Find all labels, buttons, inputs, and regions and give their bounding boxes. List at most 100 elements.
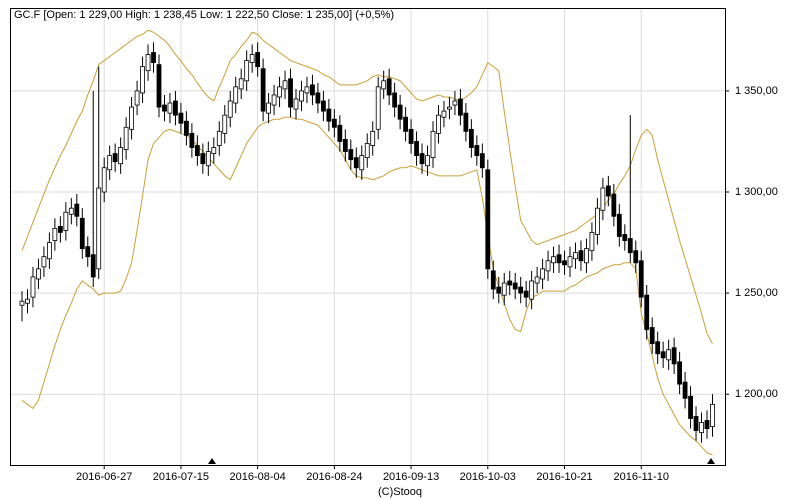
candle-body xyxy=(463,112,469,132)
candle-body xyxy=(573,252,578,260)
candle-body xyxy=(331,118,337,128)
candle-body xyxy=(337,124,343,142)
candle-body xyxy=(156,64,162,108)
candle-body xyxy=(260,68,266,112)
candle-body xyxy=(408,128,414,144)
candle-body xyxy=(375,86,381,130)
candle-body xyxy=(370,130,376,146)
candle-body xyxy=(299,90,304,102)
candle-body xyxy=(649,327,655,345)
candle-body xyxy=(359,155,365,171)
candle-body xyxy=(222,114,228,134)
candle-body xyxy=(381,80,387,90)
candle-body xyxy=(227,100,233,118)
candle-body xyxy=(211,147,217,154)
candle-body xyxy=(238,78,244,90)
y-tick-label: 1 350,00 xyxy=(735,85,778,97)
candle-body xyxy=(693,416,699,432)
candle-body xyxy=(364,143,370,159)
candle-body xyxy=(589,232,595,252)
candle-body xyxy=(490,270,496,290)
candle-body xyxy=(584,248,589,264)
footer: (C)Stooq xyxy=(378,486,422,498)
candle-body xyxy=(151,52,156,63)
candle-body xyxy=(255,52,261,68)
candle-body xyxy=(310,84,315,96)
candle-body xyxy=(112,153,118,163)
candle-body xyxy=(41,256,47,268)
candle-body xyxy=(96,187,102,270)
candle-body xyxy=(605,185,611,197)
candle-body xyxy=(167,102,173,114)
candle-body xyxy=(430,130,436,159)
plot-frame xyxy=(10,8,726,466)
candle-body xyxy=(616,213,622,237)
candle-body xyxy=(145,54,151,72)
candle-body xyxy=(353,157,359,169)
candle-body xyxy=(183,120,189,136)
candle-body xyxy=(682,381,688,399)
candle-body xyxy=(173,100,178,116)
x-tick-label: 2016-09-13 xyxy=(383,471,439,483)
candle-body xyxy=(507,280,513,286)
candle-body xyxy=(282,80,288,90)
candle-body xyxy=(452,100,458,106)
candle-body xyxy=(326,108,332,122)
y-tick-label: 1 300,00 xyxy=(735,186,778,198)
candle-body xyxy=(244,60,250,82)
candle-body xyxy=(30,276,36,298)
candle-body xyxy=(36,268,41,280)
candle-body xyxy=(578,250,584,262)
candle-body xyxy=(436,114,441,134)
candle-body xyxy=(479,153,485,169)
candle-body xyxy=(556,254,562,264)
candle-body xyxy=(233,86,239,104)
candle-body xyxy=(101,167,107,193)
candle-body xyxy=(518,286,524,294)
candle-body xyxy=(205,151,211,167)
candle-body xyxy=(655,341,661,355)
candle-body xyxy=(425,155,430,167)
candle-body xyxy=(671,347,677,365)
candle-body xyxy=(403,116,409,132)
candle-body xyxy=(118,147,124,165)
candle-body xyxy=(200,153,206,165)
candle-body xyxy=(288,78,293,108)
candle-body xyxy=(189,132,195,148)
candle-body xyxy=(129,106,135,130)
candle-body xyxy=(474,145,480,157)
candle-body xyxy=(57,225,63,233)
candle-body xyxy=(567,256,573,268)
candle-body xyxy=(25,298,30,304)
candle-body xyxy=(386,78,392,96)
x-tick-label: 2016-10-03 xyxy=(460,471,516,483)
candle-body xyxy=(271,94,277,106)
candle-body xyxy=(551,256,556,264)
candle-body xyxy=(216,130,222,146)
candle-body xyxy=(63,211,69,231)
candle-body xyxy=(85,246,91,258)
x-tick-label: 2016-10-21 xyxy=(536,471,592,483)
x-tick-label: 2016-06-27 xyxy=(76,471,132,483)
candle-body xyxy=(266,102,272,114)
y-tick-label: 1 200,00 xyxy=(735,388,778,400)
candle-body xyxy=(496,286,502,294)
candle-body xyxy=(123,126,129,150)
candle-body xyxy=(523,290,529,298)
candle-body xyxy=(107,155,113,171)
x-tick-label: 2016-11-10 xyxy=(614,471,669,483)
candle-body xyxy=(595,207,600,235)
candle-body xyxy=(534,276,540,284)
candle-body xyxy=(68,207,74,215)
candle-body xyxy=(419,153,425,165)
candle-body xyxy=(501,282,507,296)
candle-body xyxy=(688,395,693,419)
candle-body xyxy=(622,234,628,241)
candle-body xyxy=(277,86,282,98)
candle-body xyxy=(47,242,52,260)
x-tick-label: 2016-08-24 xyxy=(306,471,362,483)
x-tick-label: 2016-07-15 xyxy=(153,471,209,483)
candle-body xyxy=(633,250,639,264)
y-tick-label: 1 250,00 xyxy=(735,287,778,299)
candle-body xyxy=(529,280,535,300)
